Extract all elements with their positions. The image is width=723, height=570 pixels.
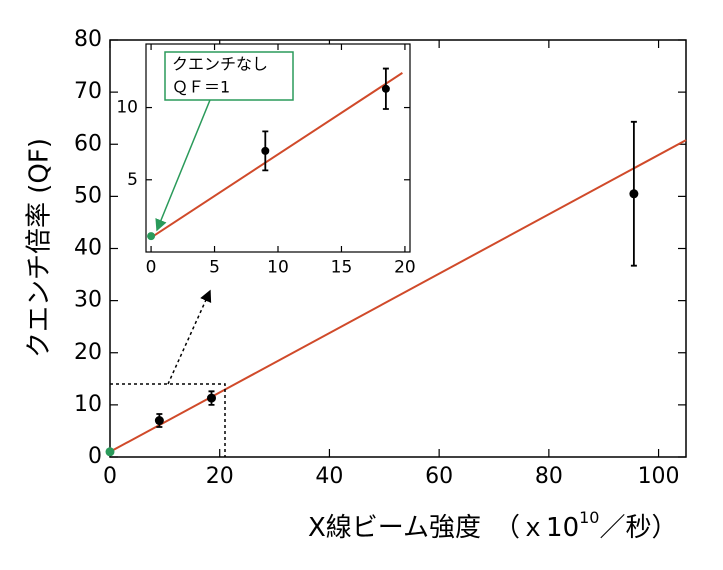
- point: [261, 146, 270, 155]
- annotation-text: ＱＦ＝1: [172, 78, 230, 97]
- x-tick-label: 10: [267, 257, 289, 277]
- x-tick-label: 0: [103, 464, 117, 489]
- inset-plot: 0 5 10 15 20 5 10: [116, 44, 416, 277]
- y-tick-label: 5: [127, 170, 138, 190]
- x-tick-label: 0: [146, 257, 157, 277]
- y-tick-label: 20: [74, 340, 102, 365]
- x-tick-label: 60: [425, 464, 453, 489]
- fit-line: [109, 139, 687, 453]
- x-tick-label: 40: [315, 464, 343, 489]
- y-tick-label: 60: [74, 131, 102, 156]
- y-tick-label: 70: [74, 79, 102, 104]
- y-tick-label: 40: [74, 236, 102, 261]
- x-tick-label: 5: [209, 257, 220, 277]
- y-tick-label: 50: [74, 183, 102, 208]
- x-tick-label: 15: [331, 257, 353, 277]
- x-axis-label: X線ビーム強度 （ｘ1010／秒）: [308, 508, 678, 543]
- y-tick-label: 80: [74, 27, 102, 52]
- zoom-region: [110, 383, 226, 457]
- point: [154, 416, 164, 426]
- x-tick-label: 100: [638, 464, 680, 489]
- y-axis-label: クエンチ倍率 (QF): [25, 138, 55, 358]
- y-tick-label: 10: [116, 98, 138, 118]
- x-tick-label: 20: [394, 257, 416, 277]
- annotation-box: [164, 51, 294, 101]
- y-tick-label: 0: [88, 444, 102, 469]
- point: [381, 84, 390, 93]
- x-tick-label: 80: [535, 464, 563, 489]
- point: [147, 232, 156, 241]
- x-tick-label: 20: [206, 464, 234, 489]
- point: [105, 447, 115, 457]
- y-tick-label: 10: [74, 392, 102, 417]
- y-tick-label: 30: [74, 288, 102, 313]
- annotation-text: クエンチなし: [172, 55, 268, 74]
- zoom-arrow: [167, 289, 212, 385]
- fit-line: [150, 72, 403, 239]
- point: [206, 393, 216, 403]
- annotation-arrow: [155, 99, 211, 232]
- point: [629, 189, 639, 199]
